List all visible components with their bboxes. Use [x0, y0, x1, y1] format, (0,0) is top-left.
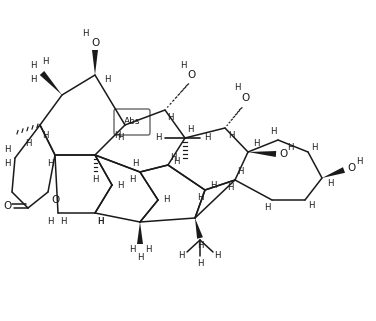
Text: H: H — [311, 143, 317, 152]
Text: H: H — [25, 138, 31, 148]
Text: H: H — [30, 75, 36, 84]
Text: H: H — [4, 159, 10, 168]
Text: O: O — [3, 201, 11, 211]
Text: H: H — [155, 134, 161, 143]
Text: H: H — [253, 140, 259, 149]
Text: H: H — [180, 60, 186, 70]
Text: H: H — [270, 127, 276, 136]
Text: H: H — [47, 159, 53, 168]
Text: H: H — [204, 134, 210, 143]
Text: H: H — [327, 178, 333, 187]
Text: H: H — [117, 133, 123, 142]
Text: H: H — [129, 176, 135, 185]
Text: H: H — [82, 29, 88, 38]
Polygon shape — [195, 218, 203, 239]
Text: H: H — [264, 204, 270, 213]
Text: H: H — [117, 180, 123, 189]
Text: H: H — [197, 241, 203, 250]
Text: O: O — [347, 163, 355, 173]
Text: H: H — [30, 60, 36, 70]
Text: H: H — [97, 216, 103, 225]
Text: H: H — [287, 143, 293, 152]
Text: H: H — [129, 246, 135, 255]
Text: H: H — [92, 175, 98, 184]
Text: H: H — [197, 259, 203, 268]
Text: H: H — [42, 56, 48, 65]
Text: H: H — [197, 194, 203, 203]
Text: H: H — [178, 251, 184, 261]
Text: H: H — [228, 132, 234, 141]
Text: H: H — [214, 251, 220, 261]
Text: H: H — [167, 114, 173, 123]
Text: H: H — [173, 158, 179, 167]
Text: H: H — [145, 246, 151, 255]
Text: H: H — [356, 158, 362, 167]
Polygon shape — [92, 50, 98, 75]
Text: H: H — [170, 152, 176, 161]
Text: H: H — [60, 216, 66, 225]
Text: H: H — [104, 75, 110, 84]
Text: H: H — [4, 145, 10, 154]
Text: O: O — [52, 195, 60, 205]
Text: H: H — [42, 131, 48, 140]
Text: H: H — [237, 168, 243, 177]
Text: O: O — [91, 38, 99, 48]
Text: O: O — [279, 149, 287, 159]
Polygon shape — [40, 71, 62, 95]
Text: H: H — [187, 126, 193, 134]
Polygon shape — [248, 151, 276, 157]
Text: H: H — [163, 195, 169, 204]
Text: H: H — [234, 83, 240, 92]
Polygon shape — [137, 222, 143, 244]
Text: H: H — [114, 131, 120, 140]
Text: H: H — [47, 216, 53, 225]
Text: H: H — [137, 253, 143, 262]
Text: H: H — [227, 184, 233, 193]
Text: H: H — [97, 216, 103, 225]
Text: Abs: Abs — [124, 117, 140, 126]
Text: H: H — [210, 180, 216, 189]
Text: O: O — [241, 93, 249, 103]
Text: H: H — [132, 160, 138, 169]
Polygon shape — [322, 167, 345, 178]
Text: O: O — [188, 70, 196, 80]
Text: H: H — [308, 201, 314, 210]
